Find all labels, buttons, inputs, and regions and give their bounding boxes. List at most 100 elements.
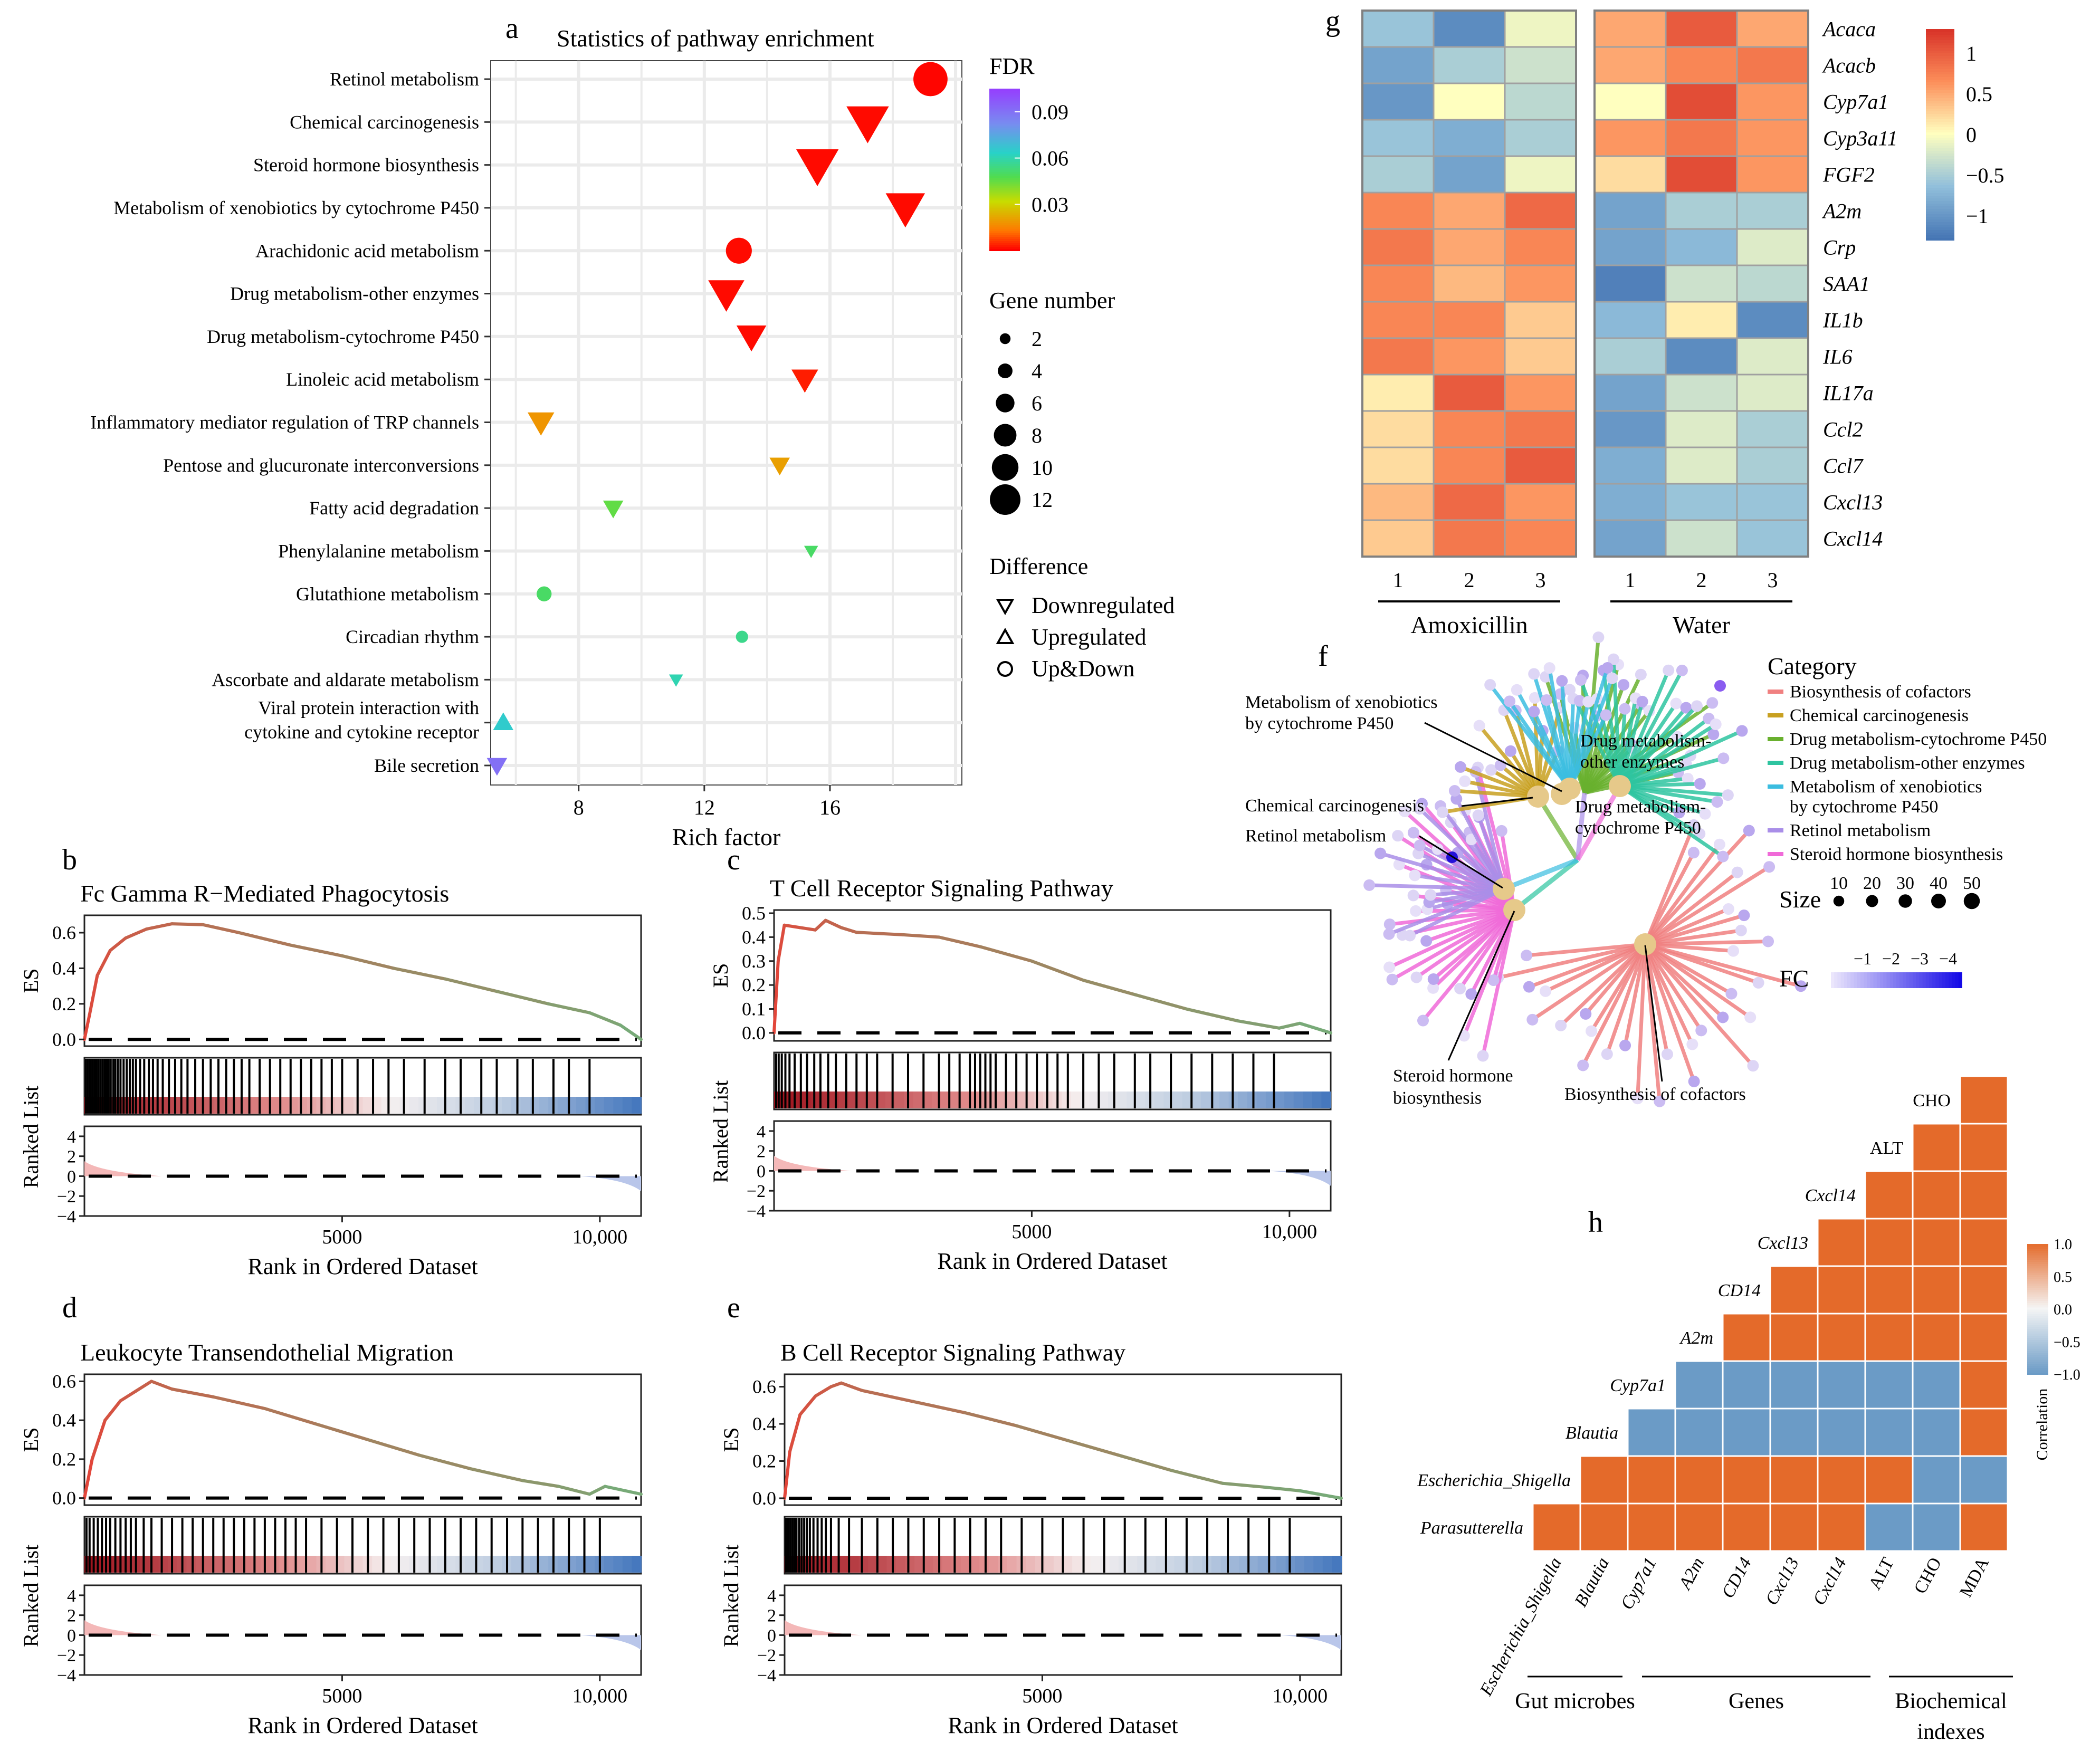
panel-a-fdr-swatch [989,129,1020,132]
panel-a-size-key [998,363,1013,378]
panel-f-leader-line [1461,797,1533,807]
panel-f-gene-node [1736,725,1748,737]
panel-f-gene-node [1427,973,1439,985]
panel-f-node-label: cytochrome P450 [1575,818,1701,838]
panel-f-fc-swatch [1893,972,1897,988]
panel-f-cross-edge [1503,857,1579,892]
panel-g-scale-swatch [1926,193,1954,196]
panel-h-cell [1959,1455,2009,1505]
panel-a-fdr-swatch [989,246,1020,250]
panel-e-rank-color-band [1091,1556,1101,1573]
panel-h-cell [1912,1123,1961,1172]
panel-e-es-curve-segment [963,1411,1018,1428]
panel-d-es-curve-segment [417,1453,473,1471]
panel-g-cell [1736,374,1809,412]
panel-g-cell [1665,82,1738,121]
panel-a-fdr-swatch [989,139,1020,142]
panel-e-rank-color-band [1035,1556,1045,1573]
panel-c-es-ytick-label: 0.3 [742,951,766,972]
panel-g-cell [1504,301,1577,339]
panel-g-scale-swatch [1926,187,1954,190]
panel-h-scale-swatch [2027,1298,2048,1301]
panel-g-cell [1736,519,1809,558]
panel-f-fc-swatch [1929,972,1933,988]
panel-h-scale-swatch [2027,1328,2048,1332]
panel-a-fdr-swatch [989,174,1020,177]
panel-c-rank-color-band [1182,1092,1192,1108]
panel-a-fdr-swatch [989,97,1020,100]
panel-g-cell [1736,337,1809,376]
panel-e-rank-color-band [979,1556,989,1573]
panel-h-scale-swatch [2027,1250,2048,1253]
panel-f-fc-swatch [1840,972,1845,988]
panel-d-es-curve-segment [603,1485,643,1496]
panel-h-scale-swatch [2027,1278,2048,1281]
panel-b-es-curve-segment [618,1023,643,1041]
panel-g-scale-swatch [1926,111,1954,114]
panel-b-rank-color-band [530,1097,540,1114]
panel-d-rank-neg-area [579,1635,641,1650]
panel-f-gene-node [1687,847,1700,859]
panel-h-cell [1722,1360,1771,1410]
panel-d-es-curve-segment [521,1479,560,1488]
panel-h-cell [1674,1455,1724,1505]
panel-f-gene-node [1529,692,1541,704]
panel-c-rank-color-band [1071,1092,1081,1108]
panel-e-rank-color-band [1128,1556,1138,1573]
panel-g-cell [1433,446,1506,485]
panel-h-scale-label: −1.0 [2054,1367,2080,1383]
panel-g-cell [1665,410,1738,448]
panel-c-rank-color-band [885,1092,895,1108]
panel-f-gene-node [1636,695,1648,707]
panel-e-rank-color-band [1211,1556,1221,1573]
panel-c-rank-color-band [969,1092,979,1108]
panel-e-rank-color-band [1109,1556,1119,1573]
panel-g-cell [1593,301,1667,339]
panel-f-pathway-hub [1551,783,1573,805]
panel-a-size-label: 10 [1032,456,1053,480]
panel-f-fc-swatch [1942,972,1946,988]
panel-f-leader-line [1419,835,1503,889]
panel-f-gene-node [1717,1011,1729,1023]
panel-g-scale-swatch [1926,69,1954,72]
panel-g-cell [1361,519,1435,558]
panel-a-fdr-swatch [989,157,1020,160]
panel-f-gene-node [1618,679,1630,691]
panel-g-scale-swatch [1926,79,1954,82]
panel-f-fc-swatch [1837,972,1841,988]
panel-g-gene-label: IL6 [1822,345,1853,369]
panel-a-fdr-swatch [989,89,1020,91]
panel-f-gene-node [1711,796,1723,808]
panel-h-scale-swatch [2027,1300,2048,1304]
panel-f-gene-node [1582,696,1595,708]
panel-e-es-ytick-label: 0.2 [752,1451,776,1472]
panel-g-column-label: 1 [1393,568,1404,592]
panel-h-scale-swatch [2027,1320,2048,1323]
panel-h-cell [1912,1408,1961,1457]
panel-h-cell [1864,1170,1914,1220]
panel-c-es-curve-segment [772,959,780,1035]
panel-e-rank-color-band [1332,1556,1342,1573]
panel-h-scale-swatch [2027,1257,2048,1260]
panel-e-rank-color-band [849,1556,860,1573]
panel-h-cell [1959,1218,2009,1267]
panel-d-rank-color-band [307,1556,317,1573]
panel-a-fdr-swatch [989,155,1020,158]
panel-e-xtick-label: 10,000 [1273,1685,1328,1707]
panel-a-fdr-swatch [989,220,1020,223]
panel-d-title: Leukocyte Transendothelial Migration [80,1339,454,1366]
panel-f-gene-node [1484,679,1496,691]
panel-d-es-curve-segment [90,1419,107,1461]
panel-h-scale-swatch [2027,1268,2048,1271]
panel-b-es-curve-segment [340,954,396,970]
panel-a-shape-key [996,627,1015,644]
panel-g-cell [1433,410,1506,448]
panel-d-xlabel: Rank in Ordered Dataset [247,1712,478,1738]
panel-f-fc-swatch [1854,972,1858,988]
panel-f-fc-swatch [1883,972,1887,988]
panel-a-size-key [999,333,1011,344]
panel-c-es-curve-segment [1030,959,1085,982]
panel-a-pathway-label: Drug metabolism-other enzymes [230,283,479,304]
panel-c-rank-color-band [1256,1092,1266,1108]
panel-d-es-ytick-label: 0.6 [52,1371,76,1392]
